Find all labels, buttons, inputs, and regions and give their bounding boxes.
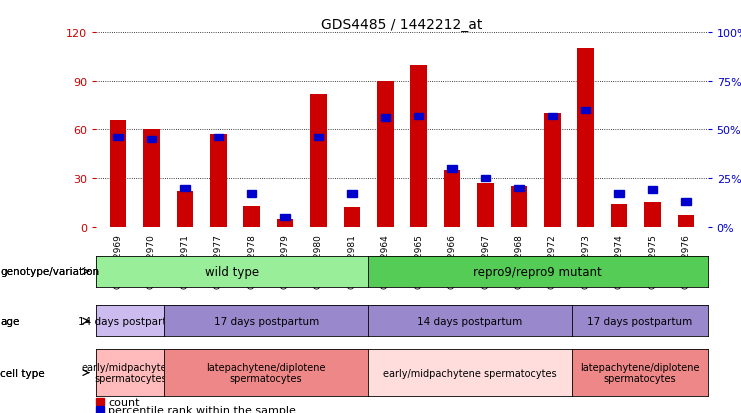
Bar xyxy=(544,114,561,227)
Text: age: age xyxy=(0,316,19,326)
Text: percentile rank within the sample: percentile rank within the sample xyxy=(108,405,296,413)
Bar xyxy=(313,135,323,141)
Text: wild type: wild type xyxy=(205,265,259,278)
Text: genotype/variation: genotype/variation xyxy=(0,266,99,277)
Bar xyxy=(581,107,591,114)
Text: repro9/repro9 mutant: repro9/repro9 mutant xyxy=(473,265,602,278)
Bar xyxy=(648,187,657,194)
Text: age: age xyxy=(0,316,19,326)
Bar xyxy=(280,214,290,221)
Bar xyxy=(411,65,427,227)
Bar xyxy=(213,135,223,141)
Bar xyxy=(243,206,260,227)
Text: count: count xyxy=(108,396,140,406)
Bar xyxy=(147,137,156,143)
Text: latepachytene/diplotene
spermatocytes: latepachytene/diplotene spermatocytes xyxy=(580,362,700,384)
Bar xyxy=(96,406,104,413)
Text: 14 days postpartum: 14 days postpartum xyxy=(78,316,183,326)
Bar xyxy=(381,115,390,122)
Bar xyxy=(176,192,193,227)
Bar xyxy=(681,199,691,205)
Bar xyxy=(481,176,491,182)
Bar xyxy=(113,135,123,141)
Bar xyxy=(96,398,104,405)
Text: 14 days postpartum: 14 days postpartum xyxy=(417,316,522,326)
Text: cell type: cell type xyxy=(0,368,44,378)
Bar xyxy=(180,185,190,192)
Bar xyxy=(247,191,256,197)
Bar xyxy=(414,113,423,120)
Bar xyxy=(677,216,694,227)
Bar xyxy=(548,113,557,120)
Bar xyxy=(448,166,456,172)
Text: 17 days postpartum: 17 days postpartum xyxy=(587,316,692,326)
Bar xyxy=(348,191,356,197)
Bar xyxy=(377,82,393,227)
Bar xyxy=(110,121,127,227)
Bar xyxy=(577,49,594,227)
Bar xyxy=(276,219,293,227)
Text: early/midpachytene
spermatocytes: early/midpachytene spermatocytes xyxy=(82,362,179,384)
Text: cell type: cell type xyxy=(0,368,44,378)
Text: early/midpachytene spermatocytes: early/midpachytene spermatocytes xyxy=(383,368,556,378)
Bar xyxy=(644,203,661,227)
Bar xyxy=(310,95,327,227)
Text: latepachytene/diplotene
spermatocytes: latepachytene/diplotene spermatocytes xyxy=(207,362,326,384)
Bar xyxy=(514,185,524,192)
Bar xyxy=(444,171,460,227)
Bar xyxy=(344,208,360,227)
Bar xyxy=(611,204,628,227)
Title: GDS4485 / 1442212_at: GDS4485 / 1442212_at xyxy=(322,18,482,32)
Bar xyxy=(210,135,227,227)
Bar xyxy=(143,130,160,227)
Bar xyxy=(614,191,624,197)
Bar xyxy=(511,187,528,227)
Text: genotype/variation: genotype/variation xyxy=(0,266,99,277)
Bar xyxy=(477,183,494,227)
Text: 17 days postpartum: 17 days postpartum xyxy=(213,316,319,326)
